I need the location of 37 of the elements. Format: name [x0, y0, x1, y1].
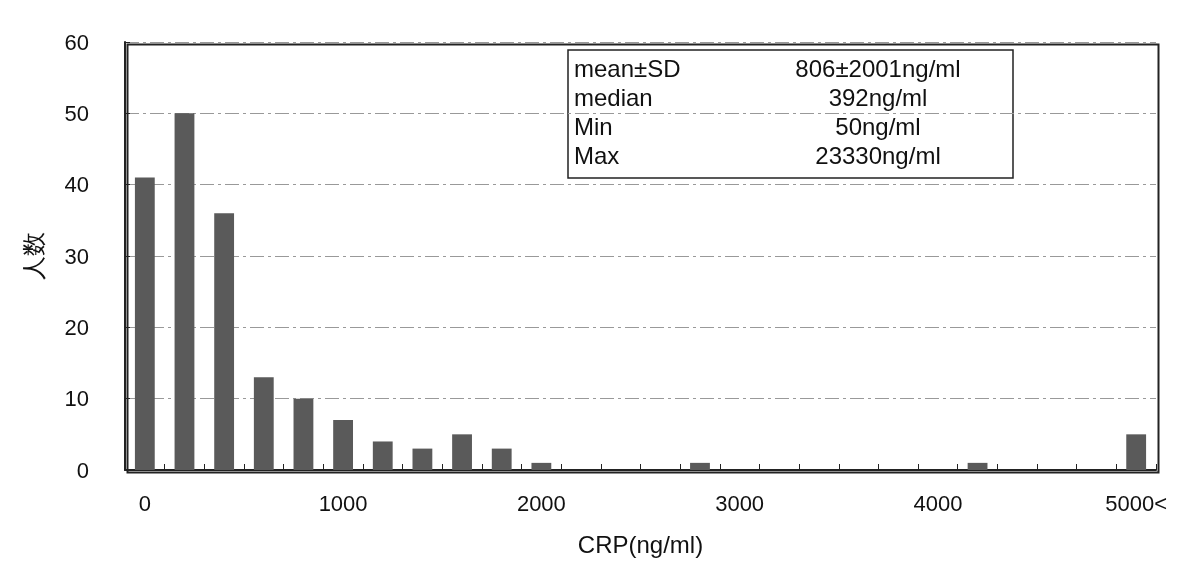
- y-axis-title: 人数: [19, 232, 47, 280]
- bar: [214, 213, 235, 470]
- annotation: 806±2001ng/ml: [795, 54, 961, 82]
- annotation: 392ng/ml: [828, 83, 928, 111]
- bar: [491, 448, 512, 470]
- x-tick-label: 4000: [913, 490, 963, 516]
- bar: [412, 448, 433, 470]
- y-tick-label: 50: [64, 100, 89, 126]
- x-tick-label: 5000<: [1105, 490, 1168, 516]
- bar: [531, 462, 552, 470]
- bar: [1126, 434, 1147, 470]
- annotation: mean±SD: [574, 54, 681, 82]
- bar: [372, 441, 393, 470]
- y-tick-label: 40: [64, 172, 89, 198]
- x-tick-label: 0: [138, 490, 151, 516]
- x-tick-label: 3000: [715, 490, 765, 516]
- annotation: Max: [574, 141, 620, 169]
- bar: [333, 420, 354, 470]
- y-tick-label: 20: [64, 314, 89, 340]
- bar: [293, 398, 314, 470]
- x-tick-label: 2000: [516, 490, 566, 516]
- bar: [452, 434, 472, 470]
- bar: [690, 462, 710, 470]
- y-tick-label: 30: [64, 243, 89, 269]
- x-axis-title: CRP(ng/ml): [577, 530, 704, 558]
- bar: [134, 177, 155, 470]
- y-tick-label: 10: [64, 386, 89, 412]
- y-tick-label: 60: [64, 29, 89, 55]
- annotation: 23330ng/ml: [815, 141, 941, 169]
- bar: [174, 113, 195, 470]
- y-tick-label: 0: [76, 457, 89, 483]
- x-tick-label: 1000: [318, 490, 368, 516]
- bar: [253, 377, 274, 470]
- bar: [967, 462, 988, 470]
- annotation: Min: [574, 112, 613, 140]
- annotation: 50ng/ml: [835, 112, 921, 140]
- annotation: median: [574, 83, 653, 111]
